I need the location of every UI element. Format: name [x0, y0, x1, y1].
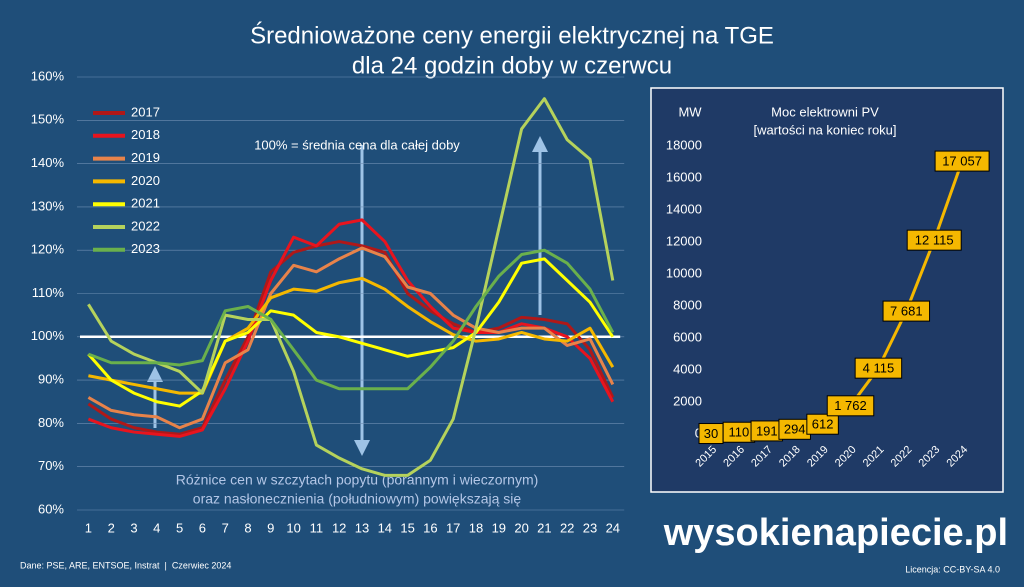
y-tick-label: 130% — [31, 198, 65, 213]
inset-y-tick-label: 10000 — [666, 265, 702, 280]
inset-value-label: 4 115 — [863, 361, 895, 376]
x-tick-label: 18 — [469, 520, 483, 535]
x-tick-label: 2 — [108, 520, 115, 535]
subtitle: dla 24 godzin doby w czerwcu — [352, 52, 672, 79]
legend-label: 2019 — [131, 150, 160, 165]
inset-y-tick-label: 0 — [695, 425, 702, 440]
annotation: Różnice cen w szczytach popytu (porannym… — [176, 472, 539, 488]
y-tick-label: 80% — [38, 415, 64, 430]
source: Dane: PSE, ARE, ENTSOE, Instrat | Czerwi… — [20, 560, 231, 570]
inset-value-label: 17 057 — [942, 154, 982, 169]
inset-value-label: 1 762 — [834, 398, 867, 413]
x-tick-label: 9 — [267, 520, 274, 535]
x-tick-label: 1 — [85, 520, 92, 535]
inset-y-tick-label: 6000 — [673, 329, 702, 344]
x-tick-label: 14 — [378, 520, 392, 535]
inset-y-tick-label: 8000 — [673, 297, 702, 312]
inset-y-tick-label: 18000 — [666, 137, 702, 152]
y-tick-label: 150% — [31, 112, 65, 127]
inset-subtitle: [wartości na koniec roku] — [753, 122, 896, 137]
x-tick-label: 3 — [130, 520, 137, 535]
inset-value-label: 294 — [784, 422, 806, 437]
series-line — [87, 97, 615, 477]
legend-label: 2023 — [131, 241, 160, 256]
inset-label-box — [882, 300, 931, 322]
legend-label: 2018 — [131, 127, 160, 142]
y-tick-label: 70% — [38, 458, 64, 473]
title: Średnioważone ceny energii elektrycznej … — [250, 21, 774, 49]
y-tick-label: 60% — [38, 501, 64, 516]
x-tick-label: 17 — [446, 520, 460, 535]
legend-label: 2022 — [131, 218, 160, 233]
inset-label-box — [806, 413, 839, 435]
x-tick-label: 6 — [199, 520, 206, 535]
series-line — [87, 246, 615, 430]
x-tick-label: 5 — [176, 520, 183, 535]
x-tick-label: 13 — [355, 520, 369, 535]
x-tick-label: 8 — [244, 520, 251, 535]
x-tick-label: 15 — [400, 520, 414, 535]
x-tick-label: 11 — [310, 520, 324, 535]
x-tick-label: 23 — [583, 520, 597, 535]
series-line — [87, 218, 615, 438]
y-tick-label: 140% — [31, 155, 65, 170]
inset-y-tick-label: 2000 — [673, 393, 702, 408]
series-line — [88, 276, 615, 395]
inset-y-tick-label: 4000 — [673, 361, 702, 376]
x-tick-label: 21 — [537, 520, 551, 535]
inset-value-label: 7 681 — [890, 304, 923, 319]
series-line — [87, 257, 615, 408]
series-line — [87, 248, 615, 391]
inset-y-label: MW — [678, 104, 702, 119]
legend-label: 2020 — [131, 173, 160, 188]
logo: wysokienapiecie.pl — [663, 512, 1008, 554]
legend-label: 2017 — [131, 104, 160, 119]
inset-value-label: 30 — [704, 426, 718, 441]
x-tick-label: 12 — [332, 520, 346, 535]
series-line — [87, 240, 615, 436]
x-tick-label: 22 — [560, 520, 574, 535]
inset-value-label: 110 — [729, 425, 750, 440]
y-tick-label: 120% — [31, 242, 65, 257]
y-tick-label: 160% — [31, 68, 65, 83]
license: Licencja: CC-BY-SA 4.0 — [905, 564, 1000, 574]
inset-label-box — [934, 150, 990, 172]
inset-value-label: 12 115 — [915, 233, 954, 248]
annotation: 100% = średnia cena dla całej doby — [254, 137, 460, 152]
inset-title: Moc elektrowni PV — [771, 104, 879, 119]
inset-label-box — [854, 357, 903, 379]
x-tick-label: 7 — [222, 520, 229, 535]
y-tick-label: 110% — [32, 285, 65, 300]
inset-y-tick-label: 14000 — [666, 201, 702, 216]
inset-y-tick-label: 12000 — [666, 233, 702, 248]
x-tick-label: 10 — [286, 520, 300, 535]
y-tick-label: 90% — [38, 372, 64, 387]
x-tick-label: 20 — [514, 520, 528, 535]
inset-value-label: 191 — [756, 423, 778, 438]
x-tick-label: 16 — [423, 520, 437, 535]
arrows — [147, 136, 548, 456]
inset-label-box — [906, 229, 962, 251]
inset-y-tick-label: 16000 — [666, 169, 702, 184]
y-tick-label: 100% — [31, 328, 65, 343]
inset-label-box — [826, 395, 875, 417]
legend-label: 2021 — [131, 196, 160, 211]
x-tick-label: 4 — [153, 520, 160, 535]
inset-value-label: 612 — [812, 417, 834, 432]
x-tick-label: 19 — [492, 520, 506, 535]
x-tick-label: 24 — [606, 520, 620, 535]
annotation: oraz nasłonecznienia (południowym) powię… — [193, 491, 522, 507]
